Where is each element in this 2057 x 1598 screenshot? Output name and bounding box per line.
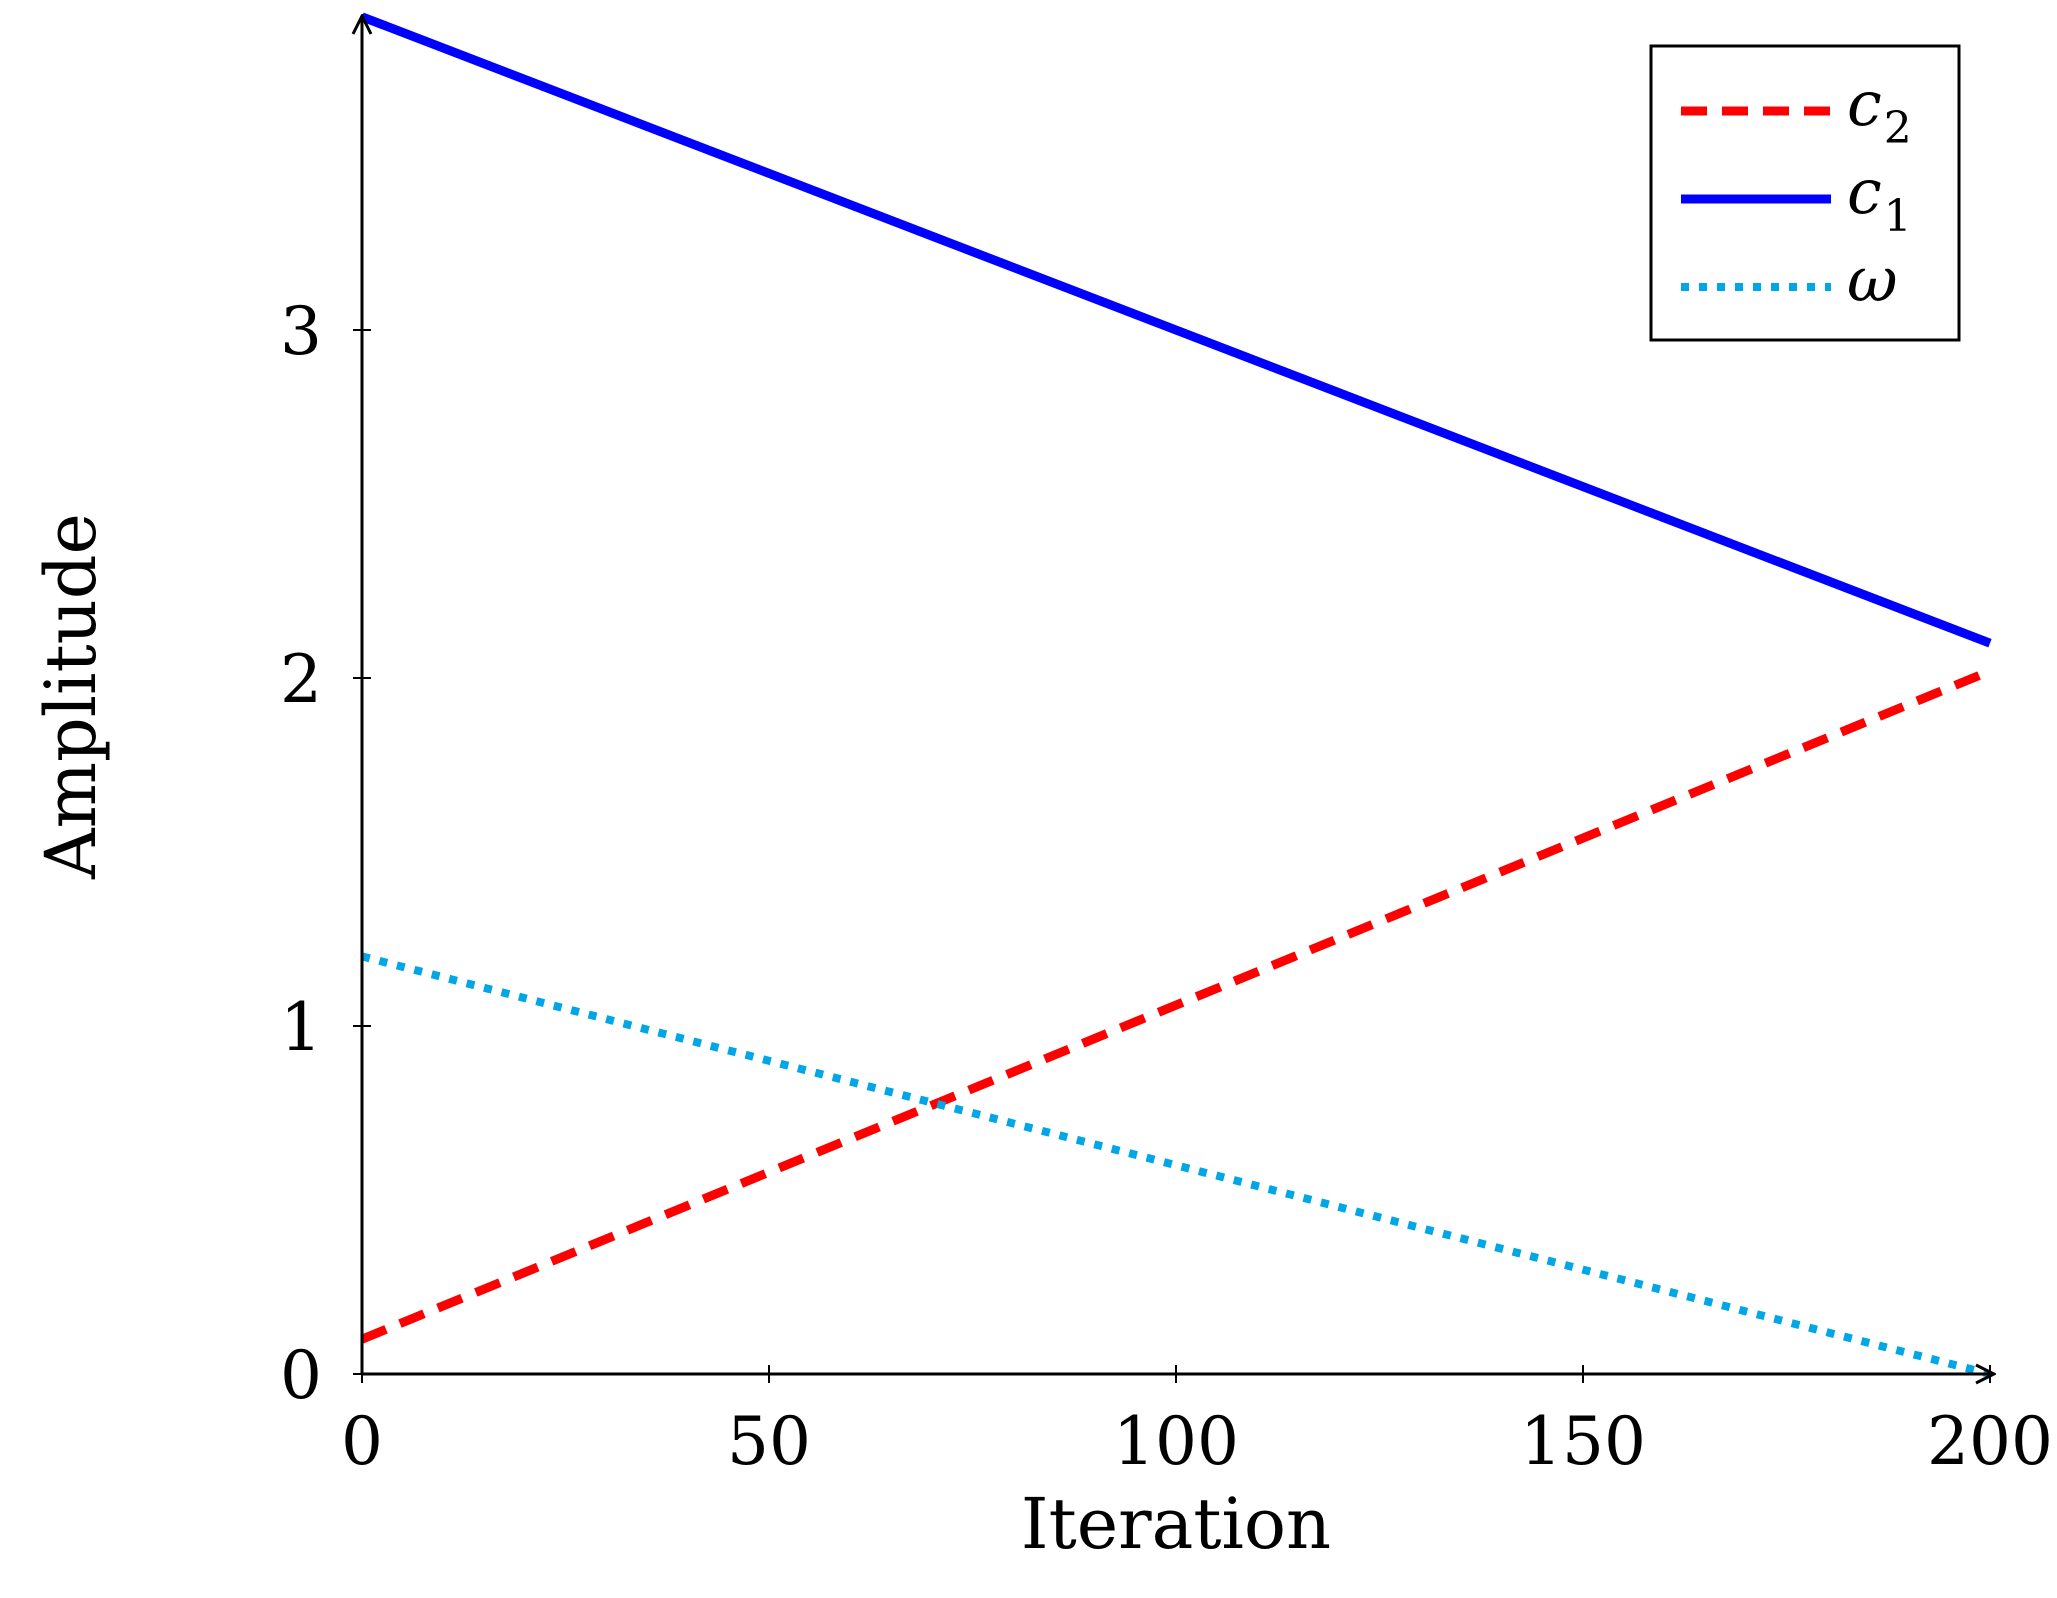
y-tick-label: 1 [280,989,322,1066]
legend-label-base: c [1847,67,1882,140]
x-tick-label: 200 [1927,1403,2053,1480]
x-tick-label: 150 [1520,1403,1646,1480]
legend-label-0: c2 [1847,67,1912,154]
legend-label-base: c [1847,155,1882,228]
x-tick-label: 100 [1113,1403,1239,1480]
series-line-1 [360,12,1992,648]
series-layer [360,12,1992,1378]
legend-label-subscript: 1 [1884,191,1912,242]
legend-label-2: ω [1847,243,1898,316]
y-axis-title: Amplitude [30,513,112,880]
x-tick-label: 50 [727,1403,811,1480]
x-ticks: 0 50 100 150 200 [341,1365,2053,1480]
legend-label-subscript: 2 [1884,103,1912,154]
series-line-0 [360,666,1992,1344]
x-tick-label: 0 [341,1403,383,1480]
legend-label-1: c1 [1847,155,1912,242]
y-tick-label: 3 [280,293,322,370]
y-ticks: 0 1 2 3 [280,293,371,1414]
series-line-2 [361,952,1991,1378]
y-tick-label: 2 [280,641,322,718]
legend-label-base: ω [1847,243,1898,316]
x-axis-title: Iteration [1021,1483,1331,1565]
y-tick-label: 0 [280,1337,322,1414]
legend-box [1649,44,1961,342]
